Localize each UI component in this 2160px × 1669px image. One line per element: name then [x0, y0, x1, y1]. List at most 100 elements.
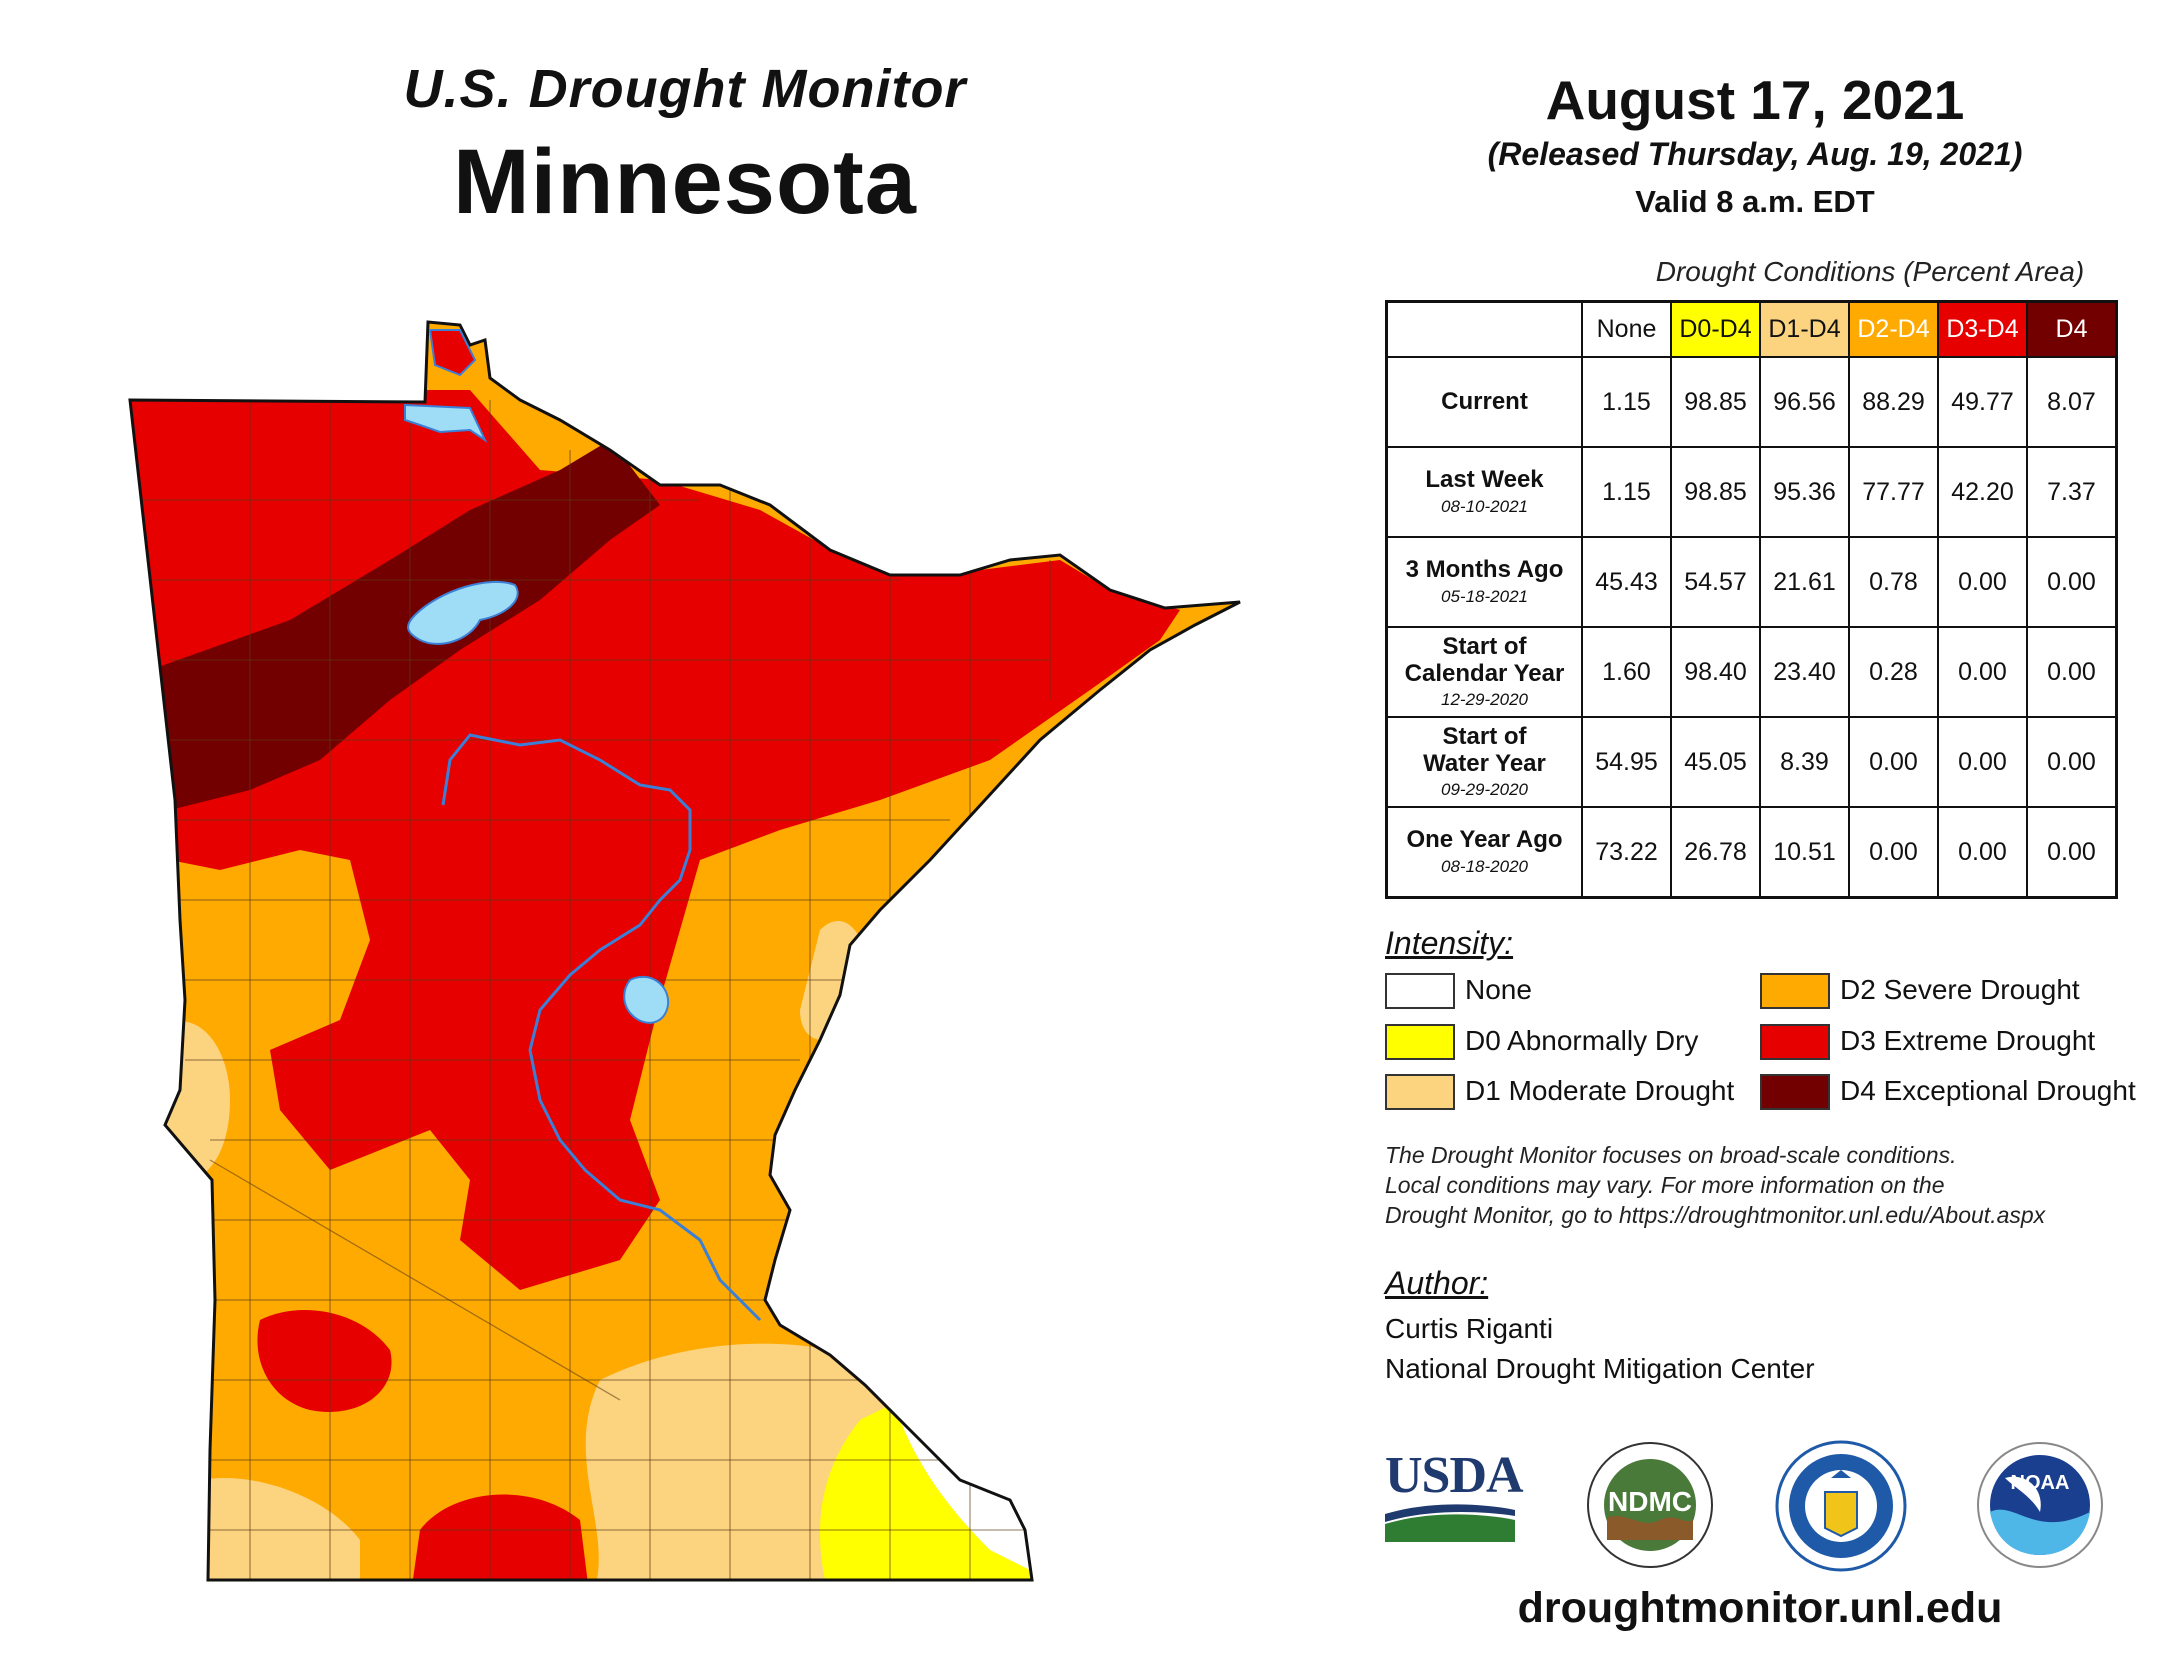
table-cell: 45.43	[1581, 536, 1672, 628]
table-row-label: 3 Months Ago 05-18-2021	[1385, 536, 1583, 628]
table-cell: 0.00	[1937, 626, 2028, 718]
legend-swatch	[1385, 973, 1455, 1009]
usda-logo-text: USDA	[1385, 1447, 1524, 1504]
table-cell: 0.78	[1848, 536, 1939, 628]
table-cell: 98.85	[1670, 356, 1761, 448]
table-cell: 98.40	[1670, 626, 1761, 718]
table-row: Start of Water Year 09-29-2020 54.95 45.05 8.…	[1385, 716, 2118, 808]
ndmc-logo-seal	[1587, 1442, 1713, 1568]
red-lake	[407, 580, 519, 645]
usda-logo-hills	[1385, 1504, 1515, 1542]
zone-none	[900, 1420, 1030, 1570]
table-row-label: Start of Calendar Year 12-29-2020	[1385, 626, 1583, 718]
legend-label: D3 Extreme Drought	[1840, 1025, 2096, 1056]
map-title: Minnesota	[453, 131, 917, 233]
table-cell: 54.57	[1670, 536, 1761, 628]
disclaimer-line: Local conditions may vary. For more info…	[1385, 1172, 1945, 1198]
table-cell: 0.00	[1937, 536, 2028, 628]
release-date: (Released Thursday, Aug. 19, 2021)	[1487, 136, 2023, 172]
noaa-logo-seal	[1977, 1442, 2103, 1568]
table-row-label: One Year Ago 08-18-2020	[1385, 806, 1583, 899]
table-cell: 42.20	[1937, 446, 2028, 538]
table-row: One Year Ago 08-18-2020 73.22 26.78 10.51 0.0…	[1385, 806, 2118, 899]
drought-map	[128, 320, 1241, 1582]
table-cell: 0.00	[1937, 806, 2028, 899]
table-cell: 8.07	[2026, 356, 2118, 448]
lake-of-the-woods	[404, 403, 488, 443]
row-label-text: Start of	[1442, 723, 1527, 751]
zone-d1-southwest	[200, 1478, 360, 1580]
legend-swatch	[1760, 1074, 1830, 1110]
disclaimer: The Drought Monitor focuses on broad-sca…	[1385, 1140, 2145, 1230]
table-cell: 77.77	[1848, 446, 1939, 538]
map-date: August 17, 2021	[1545, 69, 1965, 131]
legend-label: D2 Severe Drought	[1840, 974, 2080, 1005]
ndmc-logo: NDMC	[1585, 1440, 1715, 1570]
legend-swatch	[1760, 1024, 1830, 1060]
table-cell: 7.37	[2026, 446, 2118, 538]
table-cell: 0.00	[2026, 806, 2118, 899]
row-label-text: Current	[1441, 387, 1528, 415]
noaa-logo-text: NOAA	[2010, 1472, 2070, 1494]
table-cell: 1.60	[1581, 626, 1672, 718]
table-cell: 1.15	[1581, 356, 1672, 448]
table-cell: 0.00	[2026, 626, 2118, 718]
table-cell: 23.40	[1759, 626, 1850, 718]
table-cell: 88.29	[1848, 356, 1939, 448]
ndmc-logo-text: NDMC	[1608, 1486, 1692, 1517]
table-cell: 10.51	[1759, 806, 1850, 899]
table-cell: 0.00	[1848, 716, 1939, 808]
table-column-header: None	[1581, 300, 1672, 358]
legend-title: Intensity:	[1385, 925, 1514, 961]
row-label-text: Start of	[1442, 633, 1527, 661]
legend-swatch	[1385, 1024, 1455, 1060]
legend-label: D1 Moderate Drought	[1465, 1075, 1735, 1106]
table-cell: 21.61	[1759, 536, 1850, 628]
table-cell: 45.05	[1670, 716, 1761, 808]
legend-swatch	[1760, 973, 1830, 1009]
author-organization: National Drought Mitigation Center	[1385, 1353, 1815, 1384]
zone-d3-south	[410, 1494, 590, 1580]
mille-lacs-lake	[623, 975, 670, 1024]
map-subtitle: U.S. Drought Monitor	[403, 59, 967, 119]
table-row: Current 1.15 98.85 96.56 88.29 49.77 8.07	[1385, 356, 2118, 448]
table-column-header: D0-D4	[1670, 300, 1761, 358]
table-row-label: Start of Water Year 09-29-2020	[1385, 716, 1583, 808]
northwest-angle	[428, 329, 477, 377]
table-cell: 98.85	[1670, 446, 1761, 538]
table-corner	[1387, 302, 1583, 358]
row-label-date: 05-18-2021	[1441, 586, 1528, 606]
table-column-header: D2-D4	[1848, 300, 1939, 358]
row-label-date: 12-29-2020	[1441, 690, 1528, 710]
author-title: Author:	[1385, 1265, 1489, 1301]
table-column-header: D1-D4	[1759, 300, 1850, 358]
table-cell: 0.00	[1937, 716, 2028, 808]
row-label-date: 09-29-2020	[1441, 780, 1528, 800]
legend-label: D0 Abnormally Dry	[1465, 1025, 1699, 1056]
commerce-logo	[1775, 1440, 1907, 1572]
table-cell: 54.95	[1581, 716, 1672, 808]
row-label-text: One Year Ago	[1406, 826, 1563, 854]
row-label-text: Calendar Year	[1404, 659, 1565, 687]
row-label-text: Water Year	[1423, 749, 1546, 777]
table-row: 3 Months Ago 05-18-2021 45.43 54.57 21.61 0.7…	[1385, 536, 2118, 628]
table-cell: 0.00	[2026, 536, 2118, 628]
row-label-date: 08-18-2020	[1441, 856, 1528, 876]
table-cell: 0.28	[1848, 626, 1939, 718]
table-column-header: D3-D4	[1937, 300, 2028, 358]
valid-time: Valid 8 a.m. EDT	[1635, 184, 1875, 219]
table-cell: 49.77	[1937, 356, 2028, 448]
table-cell: 26.78	[1670, 806, 1761, 899]
table-row: Start of Calendar Year 12-29-2020 1.60 98.40…	[1385, 626, 2118, 718]
usda-logo: USDA	[1385, 1447, 1524, 1545]
drought-conditions-table: None D0-D4 D1-D4 D2-D4 D3-D4 D4 Current 1.15 98…	[1385, 300, 2118, 899]
table-cell: 73.22	[1581, 806, 1672, 899]
table-column-header: D4	[2026, 300, 2118, 358]
author-name: Curtis Riganti	[1385, 1313, 1554, 1344]
table-caption: Drought Conditions (Percent Area)	[1655, 256, 2085, 287]
table-cell: 8.39	[1759, 716, 1850, 808]
zone-d4	[150, 440, 660, 810]
table-cell: 96.56	[1759, 356, 1850, 448]
website-url[interactable]: droughtmonitor.unl.edu	[1517, 1584, 2003, 1632]
drought-zones	[130, 322, 1240, 1580]
